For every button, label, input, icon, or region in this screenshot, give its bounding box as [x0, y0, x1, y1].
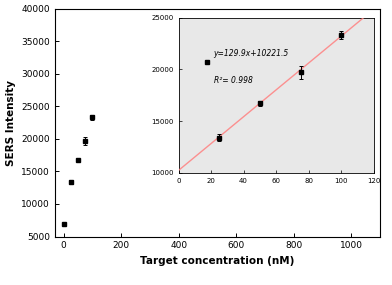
- X-axis label: Target concentration (nM): Target concentration (nM): [140, 256, 295, 266]
- Y-axis label: SERS Intensity: SERS Intensity: [6, 80, 16, 166]
